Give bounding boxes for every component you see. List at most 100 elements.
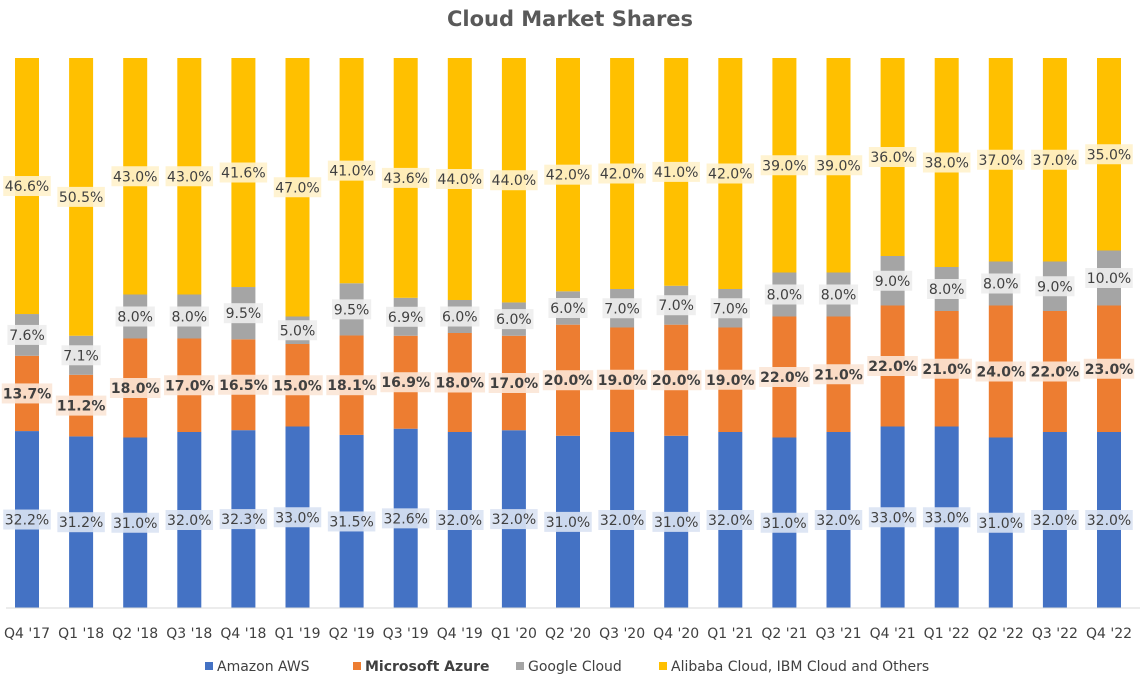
data-label-background [1029,361,1081,382]
data-label-background [55,395,107,416]
data-label-background [760,512,809,533]
x-tick-labels: Q4 '17 Q1 '18 Q2 '18 Q3 '18 Q4 '18 Q1 '19 Q2 '… [4,626,1132,642]
data-label-background [921,358,972,379]
x-tick-label: Q3 '21 [815,626,861,642]
data-label: 18.0% [111,381,160,397]
data-label-background [109,378,161,398]
chart-title: Cloud Market Shares [447,7,693,31]
data-label-background [490,509,538,530]
x-tick-label: Q4 '18 [220,626,266,642]
data-label: 38.0% [924,156,968,172]
data-label: 21.0% [922,362,971,378]
data-label-background [981,273,1021,294]
data-label-background [219,509,268,530]
data-label-background [57,512,105,533]
data-label: 13.7% [3,386,52,402]
data-label-background [111,166,159,187]
data-label-background [1085,144,1133,165]
data-label-background [764,284,804,305]
data-label-background [490,170,538,191]
data-label-background [650,370,702,391]
legend-item: Alibaba Cloud, IBM Cloud and Others [659,659,929,675]
data-label-background [436,169,484,189]
data-label: 8.0% [117,310,153,326]
data-label-background [652,511,700,532]
data-label-background [434,372,486,393]
data-label: 7.0% [658,298,694,314]
x-tick-label: Q4 '22 [1086,626,1132,642]
data-label: 43.0% [167,169,211,185]
data-label-background [169,306,209,327]
data-label-background [1,383,53,404]
data-label-background [164,375,215,396]
data-label: 42.0% [708,167,752,183]
data-label: 9.5% [334,302,370,318]
data-label-background [759,367,810,387]
data-label: 5.0% [280,323,316,339]
x-tick-label: Q1 '22 [924,626,970,642]
x-tick-label: Q2 '20 [545,626,591,642]
data-label: 9.0% [1037,279,1073,295]
data-label: 7.0% [604,301,640,317]
data-label-background [813,364,864,385]
data-label: 32.6% [383,511,427,527]
data-label-background [440,306,480,327]
data-label-background [548,298,588,318]
data-label-background [273,507,322,528]
data-label-background [115,306,155,327]
data-label-background [273,177,322,198]
data-label: 6.0% [442,310,478,326]
x-tick-label: Q4 '19 [437,626,483,642]
data-label: 10.0% [1087,271,1131,287]
data-label-background [488,373,540,393]
data-label: 46.6% [5,179,49,195]
data-label-background [218,374,269,395]
data-label-background [327,160,376,181]
data-label: 9.5% [226,306,262,322]
data-label: 8.0% [821,288,857,304]
x-tick-label: Q4 '20 [653,626,699,642]
data-label-background [977,149,1025,170]
data-label: 33.0% [870,510,914,526]
data-label: 47.0% [275,180,319,196]
data-label: 41.6% [221,166,265,182]
data-label: 32.0% [438,513,482,529]
data-label: 21.0% [814,367,863,383]
data-label: 33.0% [924,510,968,526]
data-label-background [873,270,913,291]
data-label-background [436,510,484,530]
data-label: 44.0% [438,172,482,188]
data-label: 42.0% [600,167,644,183]
data-label: 16.5% [219,378,268,394]
legend-label: Google Cloud [528,659,622,675]
x-tick-label: Q1 '21 [707,626,753,642]
data-label-background [165,166,214,187]
data-label-background [814,510,863,530]
data-label-background [3,176,51,197]
legend: Amazon AWS Microsoft Azure Google Cloud Ali… [205,659,929,675]
data-label-background [277,320,318,341]
data-label: 32.0% [1033,513,1077,529]
data-label-background [705,369,756,390]
x-tick-label: Q2 '22 [978,626,1024,642]
data-label: 22.0% [760,370,809,386]
data-label: 8.0% [172,310,208,326]
x-tick-label: Q3 '22 [1032,626,1078,642]
data-label: 18.1% [327,378,376,394]
legend-label: Microsoft Azure [365,659,490,675]
data-label-background [706,510,755,530]
data-label: 19.0% [706,373,755,389]
data-label-background [165,510,214,530]
data-label: 16.9% [381,375,430,391]
legend-item: Google Cloud [516,659,622,675]
data-label-background [977,512,1025,533]
data-label: 41.0% [654,165,698,181]
data-label-background [1031,149,1079,170]
data-label: 15.0% [273,378,322,394]
data-label-background [380,372,431,393]
data-label-background [1083,358,1135,379]
data-label: 43.6% [383,171,427,187]
data-label: 42.0% [546,168,590,184]
data-label-background [706,163,755,184]
legend-item: Amazon AWS [205,659,310,675]
